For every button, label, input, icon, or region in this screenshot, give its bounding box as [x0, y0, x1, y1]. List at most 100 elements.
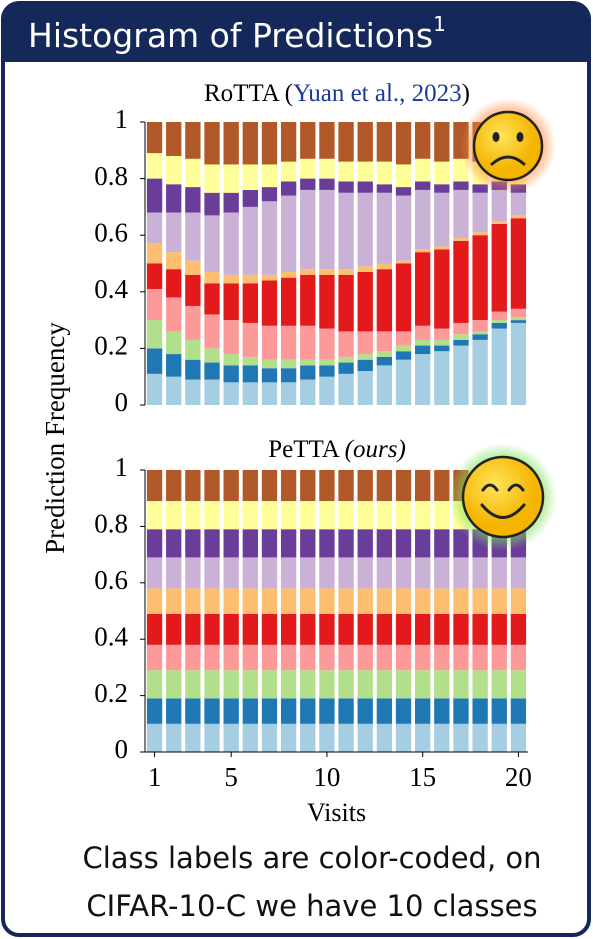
bar-segment	[146, 670, 163, 699]
bar-segment	[395, 331, 412, 346]
bar-segment	[395, 557, 412, 589]
header-title-text: Histogram of Predictions	[28, 16, 433, 55]
bar-segment	[338, 161, 354, 182]
bar-segment	[510, 192, 527, 216]
bar-segment	[338, 470, 354, 502]
bar-segment	[280, 470, 297, 502]
bar-segment	[395, 588, 412, 614]
bar-segment	[357, 181, 373, 193]
emoji-eye	[492, 132, 500, 142]
bar-segment	[300, 325, 316, 360]
bar-segment	[166, 501, 182, 530]
x-tick-label: 15	[409, 762, 436, 792]
bar-segment	[510, 723, 527, 752]
bar-segment	[319, 670, 335, 699]
bar-segment	[300, 158, 316, 179]
bar-segment	[319, 274, 335, 329]
header-bar	[3, 3, 589, 62]
bar-segment	[338, 331, 354, 357]
bar-segment	[376, 161, 393, 185]
bar-segment	[185, 557, 201, 589]
bar-segment	[185, 274, 201, 306]
bar-segment	[357, 192, 373, 267]
bar-segment	[204, 362, 220, 380]
bar-segment	[166, 723, 182, 752]
bar-segment	[376, 356, 393, 366]
bar-segment	[510, 557, 527, 589]
bar-segment	[242, 356, 258, 366]
bar-segment	[146, 243, 163, 264]
bar-segment	[223, 283, 239, 321]
bar-segment	[338, 723, 354, 752]
bar-segment	[453, 238, 469, 241]
bar-segment	[204, 644, 220, 671]
bar-segment	[357, 271, 373, 332]
chart-title: PeTTA (ours)	[268, 436, 406, 463]
bar-segment	[357, 470, 373, 502]
bar-segment	[472, 670, 488, 699]
bar-segment	[166, 269, 182, 298]
bar-segment	[223, 274, 239, 284]
bar-segment	[261, 501, 278, 530]
bar-segment	[434, 557, 450, 589]
bar-segment	[415, 189, 431, 250]
bar-segment	[376, 269, 393, 332]
bar-segment	[434, 644, 450, 671]
bar-segment	[223, 212, 239, 275]
bar-segment	[300, 379, 316, 405]
bar-segment	[204, 698, 220, 724]
bar-segment	[357, 670, 373, 699]
bar-segment	[204, 122, 220, 165]
y-axis-label: Prediction Frequency	[40, 322, 70, 554]
bar-segment	[491, 670, 507, 699]
emoji-mouth	[480, 503, 526, 519]
bar-segment	[223, 557, 239, 589]
bar-segment	[491, 328, 507, 405]
bar-segment	[204, 348, 220, 363]
bar-segment	[146, 178, 163, 213]
bar-segment	[395, 263, 412, 332]
caption-line: CIFAR-10-C we have 10 classes	[86, 889, 537, 923]
bar-segment	[357, 588, 373, 614]
bar-segment	[472, 334, 488, 340]
bar-segment	[204, 557, 220, 589]
bar-segment	[319, 328, 335, 360]
bar-segment	[223, 644, 239, 671]
bar-segment	[242, 322, 258, 357]
bar-segment	[166, 613, 182, 645]
bar-segment	[376, 670, 393, 699]
bar-segment	[166, 184, 182, 213]
bar-segment	[185, 723, 201, 752]
bar-segment	[242, 670, 258, 699]
bar-segment	[338, 670, 354, 699]
bar-segment	[376, 351, 393, 357]
bar-segment	[453, 339, 469, 346]
bar-segment	[300, 122, 316, 159]
bar-segment	[453, 670, 469, 699]
bar-segment	[166, 122, 182, 156]
bar-segment	[472, 232, 488, 236]
bar-segment	[510, 215, 527, 219]
bar-segment	[434, 246, 450, 250]
bar-segment	[204, 613, 220, 645]
bar-segment	[434, 328, 450, 340]
bar-segment	[338, 274, 354, 332]
bar-segment	[338, 373, 354, 405]
bar-segment	[491, 723, 507, 752]
bar-segment	[204, 529, 220, 558]
bar-segment	[280, 698, 297, 724]
bar-segment	[395, 164, 412, 188]
bar-segment	[223, 529, 239, 558]
bar-segment	[261, 670, 278, 699]
bar-segment	[453, 240, 469, 323]
bar-segment	[415, 723, 431, 752]
bar-segment	[261, 368, 278, 383]
bar-segment	[223, 365, 239, 383]
bar-segment	[415, 339, 431, 346]
bar-segment	[261, 644, 278, 671]
bar-segment	[204, 588, 220, 614]
charts: RoTTA (Yuan et al., 2023) 0 0.2 0.4 0.6 0.8 1 P…	[40, 80, 532, 827]
bar-segment	[166, 252, 182, 270]
bar-segment	[415, 181, 431, 190]
bar-segment	[261, 613, 278, 645]
